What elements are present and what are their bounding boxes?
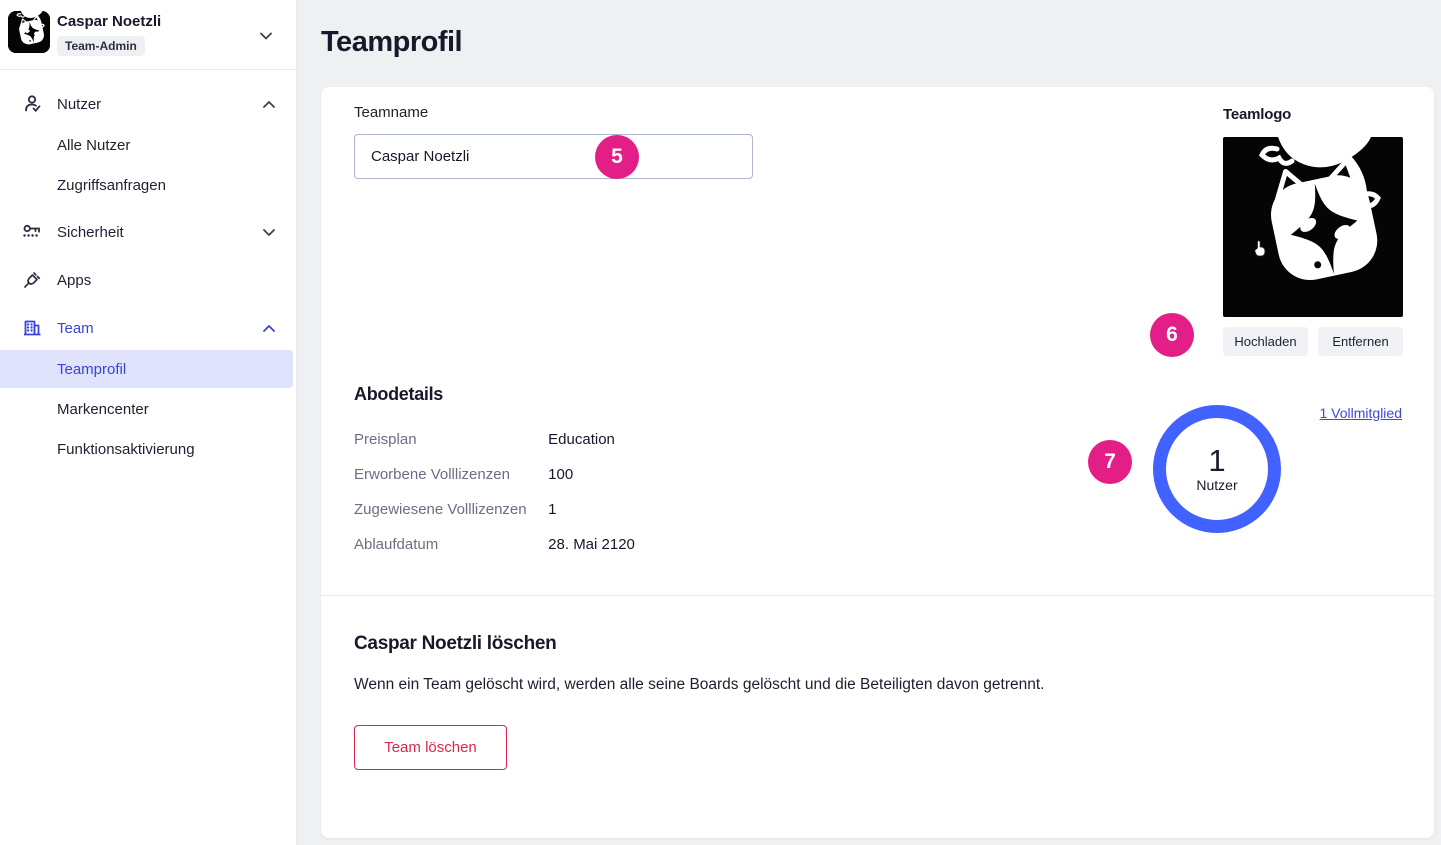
sidebar-item-label: Team bbox=[57, 319, 94, 337]
abo-label: Zugewiesene Volllizenzen bbox=[354, 501, 527, 518]
sidebar-item-label: Alle Nutzer bbox=[57, 136, 131, 154]
abo-value: 28. Mai 2120 bbox=[548, 536, 635, 553]
sidebar-item-label: Apps bbox=[57, 271, 92, 289]
abodetails-heading: Abodetails bbox=[354, 384, 444, 404]
teamlogo-image bbox=[1223, 137, 1403, 317]
member-count-unit: Nutzer bbox=[1196, 477, 1238, 494]
annotation-badge-7: 7 bbox=[1088, 440, 1132, 484]
member-count-donut: 1 Nutzer bbox=[1153, 405, 1281, 533]
sidebar-item-label: Nutzer bbox=[57, 95, 102, 113]
sidebar-item-label: Sicherheit bbox=[57, 223, 124, 241]
sidebar-item-label: Teamprofil bbox=[57, 360, 127, 378]
sidebar-item-markencenter[interactable]: Markencenter bbox=[0, 390, 297, 428]
delete-team-description: Wenn ein Team gelöscht wird, werden alle… bbox=[354, 676, 1045, 693]
sidebar-item-apps[interactable]: Apps bbox=[0, 261, 297, 299]
sidebar-item-zugriffsanfragen[interactable]: Zugriffsanfragen bbox=[0, 166, 297, 204]
abo-label: Preisplan bbox=[354, 431, 417, 448]
sidebar-item-label: Markencenter bbox=[57, 400, 149, 418]
building-icon bbox=[22, 318, 42, 338]
teamlogo-label: Teamlogo bbox=[1223, 106, 1292, 123]
sidebar-item-nutzer[interactable]: Nutzer bbox=[0, 85, 297, 123]
plug-icon bbox=[22, 270, 42, 290]
full-member-link[interactable]: 1 Vollmitglied bbox=[1319, 405, 1403, 421]
abo-row-erworbene-lizenzen: Erworbene Volllizenzen 100 bbox=[354, 466, 914, 483]
page-title: Teamprofil bbox=[321, 26, 463, 58]
sidebar-item-team[interactable]: Team bbox=[0, 309, 297, 347]
delete-team-button[interactable]: Team löschen bbox=[354, 725, 507, 770]
role-badge: Team-Admin bbox=[57, 36, 145, 56]
delete-team-heading: Caspar Noetzli löschen bbox=[354, 633, 557, 654]
sidebar-item-label: Funktionsaktivierung bbox=[57, 440, 195, 458]
team-switcher[interactable]: Caspar Noetzli Team-Admin bbox=[0, 0, 296, 70]
member-count: 1 bbox=[1208, 442, 1226, 478]
abo-label: Erworbene Volllizenzen bbox=[354, 466, 510, 483]
sidebar-item-sicherheit[interactable]: Sicherheit bbox=[0, 213, 297, 251]
sidebar-item-funktionsaktivierung[interactable]: Funktionsaktivierung bbox=[0, 430, 297, 468]
chevron-down-icon[interactable] bbox=[260, 27, 272, 45]
sidebar-item-teamprofil[interactable]: Teamprofil bbox=[0, 350, 293, 388]
sidebar-item-label: Zugriffsanfragen bbox=[57, 176, 166, 194]
key-icon bbox=[22, 222, 42, 242]
abo-value: 100 bbox=[548, 466, 574, 483]
sidebar-item-alle-nutzer[interactable]: Alle Nutzer bbox=[0, 126, 297, 164]
team-avatar bbox=[8, 11, 50, 53]
team-profile-card: Teamname Teamlogo bbox=[321, 87, 1434, 838]
abo-row-preisplan: Preisplan Education bbox=[354, 431, 914, 448]
annotation-badge-5: 5 bbox=[595, 135, 639, 179]
team-name-label: Caspar Noetzli bbox=[57, 13, 162, 30]
abo-label: Ablaufdatum bbox=[354, 536, 439, 553]
abo-value: 1 bbox=[548, 501, 557, 518]
chevron-up-icon bbox=[263, 96, 275, 113]
teamname-input[interactable] bbox=[354, 134, 753, 179]
sidebar: Caspar Noetzli Team-Admin Nutzer Alle Nu… bbox=[0, 0, 297, 845]
user-check-icon bbox=[22, 94, 42, 114]
teamname-label: Teamname bbox=[354, 104, 429, 121]
abo-row-ablaufdatum: Ablaufdatum 28. Mai 2120 bbox=[354, 536, 914, 553]
upload-logo-button[interactable]: Hochladen bbox=[1223, 327, 1308, 356]
abo-value: Education bbox=[548, 431, 615, 448]
chevron-down-icon bbox=[263, 224, 275, 241]
section-divider bbox=[321, 595, 1434, 596]
abo-row-zugewiesene-lizenzen: Zugewiesene Volllizenzen 1 bbox=[354, 501, 914, 518]
chevron-up-icon bbox=[263, 320, 275, 337]
mouse-cursor-icon bbox=[1253, 240, 1267, 262]
remove-logo-button[interactable]: Entfernen bbox=[1318, 327, 1403, 356]
annotation-badge-6: 6 bbox=[1150, 313, 1194, 357]
